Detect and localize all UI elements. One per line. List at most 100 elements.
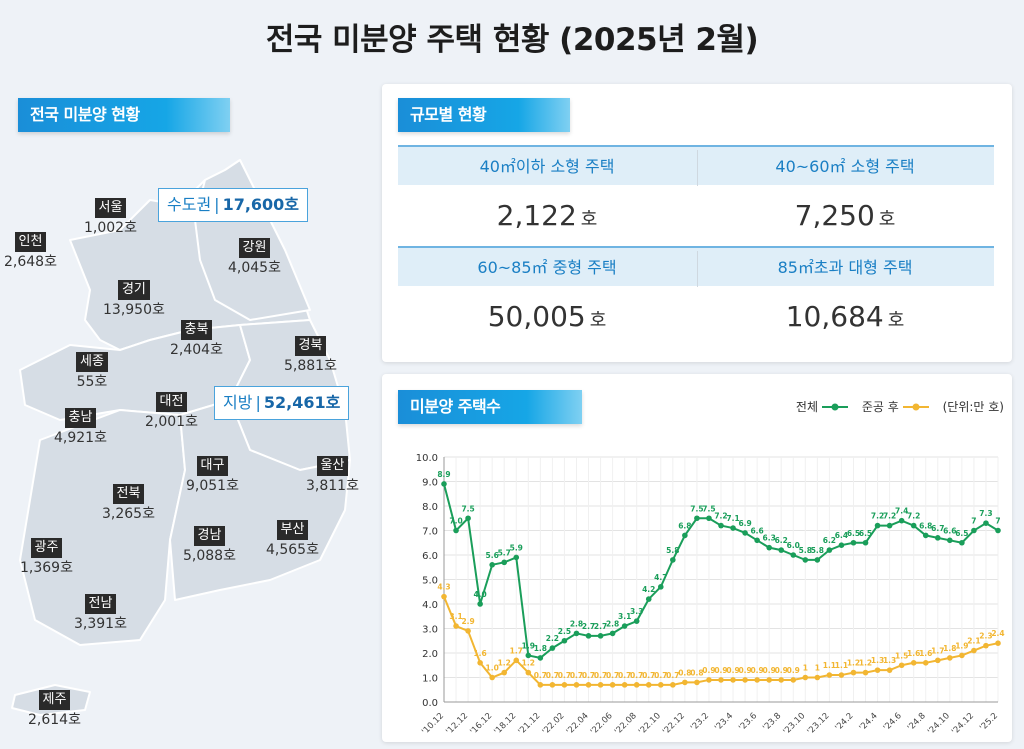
data-label-completed: 1.2 [847, 659, 860, 668]
local-area-total: 지방 | 52,461호 [214, 386, 350, 420]
point-total [862, 539, 869, 546]
y-tick-label: 0.0 [422, 698, 438, 709]
data-label-completed: 1.5 [895, 651, 908, 660]
x-tick-label: '23.12 [806, 711, 832, 737]
data-label-completed: 0.7 [630, 671, 643, 680]
data-label-completed: 1 [803, 664, 808, 673]
data-label-completed: 0.9 [714, 666, 727, 675]
data-label-total: 7.5 [690, 504, 703, 513]
region-gyeonggi: 경기 13,950호 [103, 280, 165, 318]
data-label-total: 5.7 [498, 548, 511, 557]
data-label-completed: 0.9 [763, 666, 776, 675]
legend-unit: (단위:만 호) [942, 400, 1004, 414]
map-gyeongnam [169, 399, 351, 601]
point-total [766, 544, 772, 551]
legend-total: 전체 [796, 398, 849, 415]
data-label-total: 5.8 [811, 546, 824, 555]
scale-label-small-60: 40~60㎡ 소형 주택 [696, 145, 994, 185]
point-completed [549, 682, 556, 688]
y-tick-label: 2.0 [422, 649, 438, 660]
data-label-completed: 0.9 [738, 666, 751, 675]
point-total [947, 537, 953, 544]
scale-value-medium: 50,005 [487, 300, 586, 333]
data-label-total: 5.9 [510, 543, 523, 552]
point-completed [465, 628, 471, 634]
data-label-completed: 3.1 [449, 612, 462, 621]
data-label-completed: 0.7 [546, 671, 559, 680]
unit: 호 [589, 310, 607, 331]
data-label-completed: 2.4 [991, 629, 1004, 638]
point-completed [947, 655, 953, 661]
data-label-total: 7.3 [979, 509, 992, 518]
region-daegu: 대구 9,051호 [186, 456, 239, 494]
data-label-total: 7.5 [702, 504, 715, 513]
point-total [513, 554, 520, 561]
data-label-completed: 0.7 [570, 671, 583, 680]
region-gwangju: 광주 1,369호 [20, 538, 73, 576]
x-tick-label: '25.2 [978, 711, 1000, 733]
page-title: 전국 미분양 주택 현황 (2025년 2월) [265, 22, 759, 58]
x-tick-label: '24.12 [950, 711, 976, 737]
point-completed [754, 677, 760, 683]
data-label-completed: 1.2 [522, 659, 535, 668]
point-completed [802, 674, 809, 681]
data-label-total: 7.5 [461, 504, 474, 513]
data-label-total: 1.8 [534, 644, 547, 653]
legend-completed: 준공 후 [862, 398, 929, 415]
y-tick-label: 8.0 [422, 502, 438, 513]
point-total [573, 630, 580, 637]
point-total [609, 630, 616, 637]
data-label-completed: 0.7 [594, 671, 607, 680]
point-completed [838, 672, 845, 678]
data-label-total: 5.8 [666, 546, 679, 555]
point-completed [621, 682, 628, 688]
data-label-total: 4.2 [642, 585, 655, 594]
data-label-total: 6.8 [678, 521, 691, 530]
data-label-total: 3.3 [630, 607, 643, 616]
chart-label: 미분양 주택수 [398, 390, 582, 424]
data-label-completed: 1.6 [919, 649, 932, 658]
data-label-completed: 0.9 [775, 666, 788, 675]
data-label-completed: 0.7 [606, 671, 619, 680]
data-label-completed: 1 [815, 664, 820, 673]
data-label-total: 7 [971, 517, 976, 526]
point-completed [718, 677, 724, 683]
scale-cell-medium: 60~85㎡ 중형 주택 50,005 호 [398, 246, 696, 347]
point-total [910, 522, 917, 529]
y-tick-label: 4.0 [422, 600, 438, 611]
point-completed [742, 677, 748, 683]
point-total [682, 532, 688, 539]
data-label-total: 7.2 [907, 512, 920, 521]
point-completed [561, 682, 568, 688]
data-label-completed: 1.3 [883, 656, 896, 665]
unit: 호 [887, 310, 905, 331]
data-label-total: 6.6 [750, 526, 763, 535]
point-total [621, 623, 628, 629]
national-status-label: 전국 미분양 현황 [18, 98, 230, 132]
data-label-total: 2.8 [606, 619, 619, 628]
point-total [561, 637, 568, 644]
scale-value-small-40: 2,122 [496, 199, 577, 232]
scale-cell-small-40: 40㎡이하 소형 주택 2,122 호 [398, 145, 696, 246]
region-seoul: 서울 1,002호 [84, 198, 137, 236]
chart-legend: 전체 준공 후 (단위:만 호) [786, 398, 1004, 415]
data-label-total: 5.8 [799, 546, 812, 555]
point-completed [706, 677, 712, 683]
data-label-completed: 2.3 [979, 632, 992, 641]
data-label-total: 7.2 [714, 512, 727, 521]
point-completed [814, 674, 821, 681]
point-total [525, 652, 532, 659]
point-total [802, 557, 809, 563]
data-label-completed: 4.3 [437, 583, 450, 592]
point-total [597, 633, 604, 639]
data-label-total: 2.7 [582, 622, 595, 631]
data-label-total: 7 [995, 517, 1000, 526]
data-label-completed: 0.9 [726, 666, 739, 675]
point-total [645, 596, 652, 602]
point-total [501, 559, 508, 566]
data-label-total: 5.6 [486, 551, 499, 560]
point-completed [922, 660, 929, 666]
region-jeonbuk: 전북 3,265호 [102, 484, 155, 522]
x-tick-label: '22.02 [541, 711, 567, 737]
point-completed [597, 682, 604, 688]
